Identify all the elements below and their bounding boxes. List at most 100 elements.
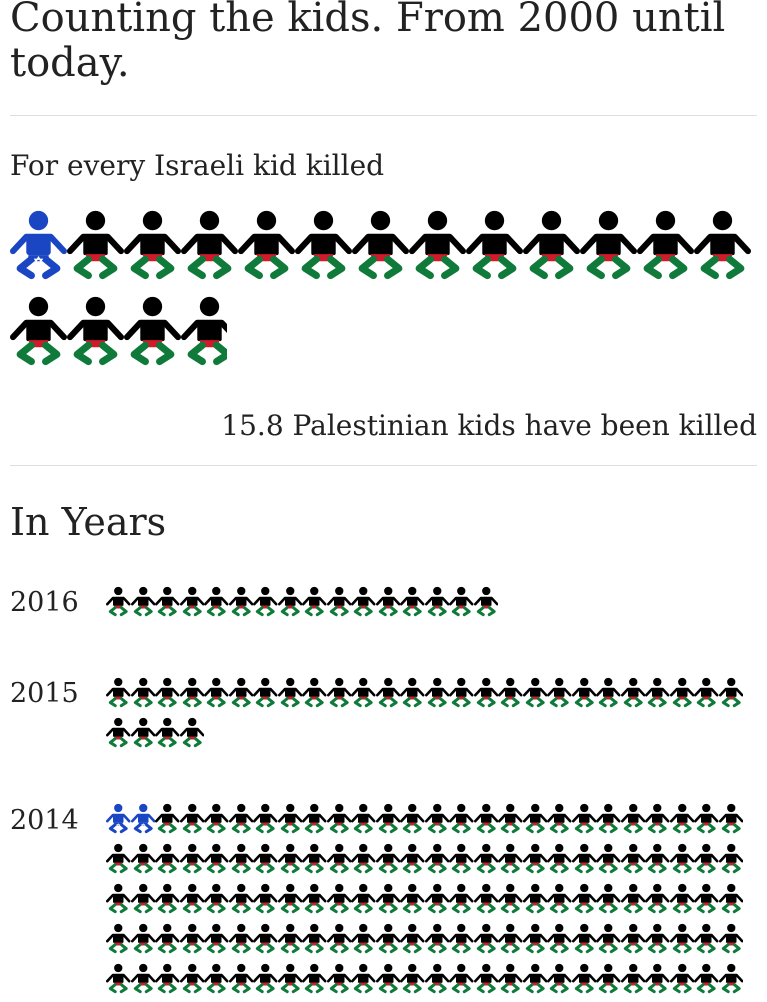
palestinian-kid-icon: [253, 586, 278, 617]
palestinian-kid-icon: [523, 210, 580, 280]
page-title: Counting the kids. From 2000 until today…: [10, 0, 726, 86]
palestinian-kid-icon: [400, 923, 425, 954]
palestinian-kid-icon: [400, 963, 425, 994]
year-kids-2016: [106, 585, 757, 625]
palestinian-kid-icon: [645, 803, 670, 834]
palestinian-kid-icon: [694, 963, 719, 994]
palestinian-kid-icon: [155, 717, 180, 748]
palestinian-kid-icon: [424, 677, 449, 708]
palestinian-kid-icon: [295, 210, 352, 280]
palestinian-kid-icon: [155, 677, 180, 708]
kid-row: [106, 882, 757, 922]
palestinian-kid-icon: [424, 843, 449, 874]
palestinian-kid-icon: [67, 296, 124, 366]
palestinian-kid-icon: [326, 586, 351, 617]
palestinian-kid-icon: [694, 677, 719, 708]
palestinian-kid-icon: [277, 883, 302, 914]
palestinian-kid-icon: [155, 883, 180, 914]
year-label-2016: 2016: [10, 587, 79, 618]
palestinian-kid-icon: [253, 963, 278, 994]
palestinian-kid-icon: [498, 923, 523, 954]
palestinian-kid-icon: [106, 963, 131, 994]
palestinian-kid-icon: [571, 963, 596, 994]
kid-row: [10, 210, 757, 296]
palestinian-kid-icon: [522, 843, 547, 874]
palestinian-kid-icon: [498, 883, 523, 914]
palestinian-kid-icon: [400, 586, 425, 617]
kid-row: [106, 922, 757, 962]
palestinian-kid-icon: [155, 803, 180, 834]
palestinian-kid-icon: [694, 923, 719, 954]
palestinian-kid-icon: [645, 923, 670, 954]
kid-row: [106, 716, 757, 756]
kid-row: [106, 842, 757, 882]
palestinian-kid-icon: [596, 677, 621, 708]
palestinian-kid-icon: [204, 883, 229, 914]
palestinian-kid-icon: [351, 923, 376, 954]
palestinian-kid-icon: [179, 803, 204, 834]
palestinian-kid-icon: [571, 843, 596, 874]
palestinian-kid-icon: [449, 677, 474, 708]
year-label-2014: 2014: [10, 805, 79, 836]
israeli-kid-icon: [106, 803, 131, 834]
palestinian-kid-icon: [400, 843, 425, 874]
palestinian-kid-icon: [106, 843, 131, 874]
palestinian-kid-icon: [498, 677, 523, 708]
palestinian-kid-icon: [694, 843, 719, 874]
palestinian-kid-icon: [669, 843, 694, 874]
divider: [10, 115, 757, 116]
palestinian-kid-icon: [596, 883, 621, 914]
palestinian-kid-icon: [106, 677, 131, 708]
palestinian-kid-icon: [596, 963, 621, 994]
ratio-summary: 15.8 Palestinian kids have been killed: [221, 409, 757, 442]
palestinian-kid-icon: [637, 210, 694, 280]
palestinian-kid-icon: [253, 923, 278, 954]
palestinian-kid-icon: [498, 843, 523, 874]
palestinian-kid-icon: [277, 923, 302, 954]
palestinian-kid-icon: [106, 586, 131, 617]
palestinian-kid-icon: [351, 963, 376, 994]
palestinian-kid-icon: [228, 677, 253, 708]
palestinian-kid-icon: [228, 923, 253, 954]
palestinian-kid-icon: [473, 883, 498, 914]
palestinian-kid-icon: [620, 843, 645, 874]
year-kids-2015: [106, 676, 757, 756]
palestinian-kid-icon: [204, 586, 229, 617]
palestinian-kid-icon: [375, 923, 400, 954]
palestinian-kid-icon: [179, 883, 204, 914]
divider: [10, 465, 757, 466]
palestinian-kid-icon: [580, 210, 637, 280]
palestinian-kid-icon: [645, 963, 670, 994]
palestinian-kid-icon: [253, 843, 278, 874]
palestinian-kid-icon: [302, 803, 327, 834]
palestinian-kid-icon: [375, 803, 400, 834]
palestinian-kid-icon: [694, 210, 751, 280]
kid-row: [10, 296, 757, 382]
palestinian-kid-icon: [352, 210, 409, 280]
palestinian-kid-icon: [253, 677, 278, 708]
palestinian-kid-icon: [400, 803, 425, 834]
palestinian-kid-icon: [547, 883, 572, 914]
palestinian-kid-icon: [409, 210, 466, 280]
palestinian-kid-icon: [130, 717, 155, 748]
palestinian-kid-icon: [424, 923, 449, 954]
palestinian-kid-icon: [547, 923, 572, 954]
palestinian-kid-icon: [620, 677, 645, 708]
palestinian-kid-icon: [124, 296, 181, 366]
palestinian-kid-icon: [238, 210, 295, 280]
kid-row: [106, 676, 757, 716]
palestinian-kid-icon: [277, 586, 302, 617]
palestinian-kid-icon: [473, 923, 498, 954]
palestinian-kid-icon: [228, 883, 253, 914]
palestinian-kid-icon: [449, 803, 474, 834]
palestinian-kid-icon: [424, 803, 449, 834]
palestinian-kid-icon: [204, 963, 229, 994]
palestinian-kid-icon: [571, 677, 596, 708]
palestinian-kid-icon: [130, 586, 155, 617]
palestinian-kid-icon: [106, 883, 131, 914]
palestinian-kid-icon: [179, 963, 204, 994]
palestinian-kid-icon: [181, 296, 227, 366]
palestinian-kid-icon: [375, 677, 400, 708]
palestinian-kid-icon: [10, 296, 67, 366]
palestinian-kid-icon: [351, 803, 376, 834]
